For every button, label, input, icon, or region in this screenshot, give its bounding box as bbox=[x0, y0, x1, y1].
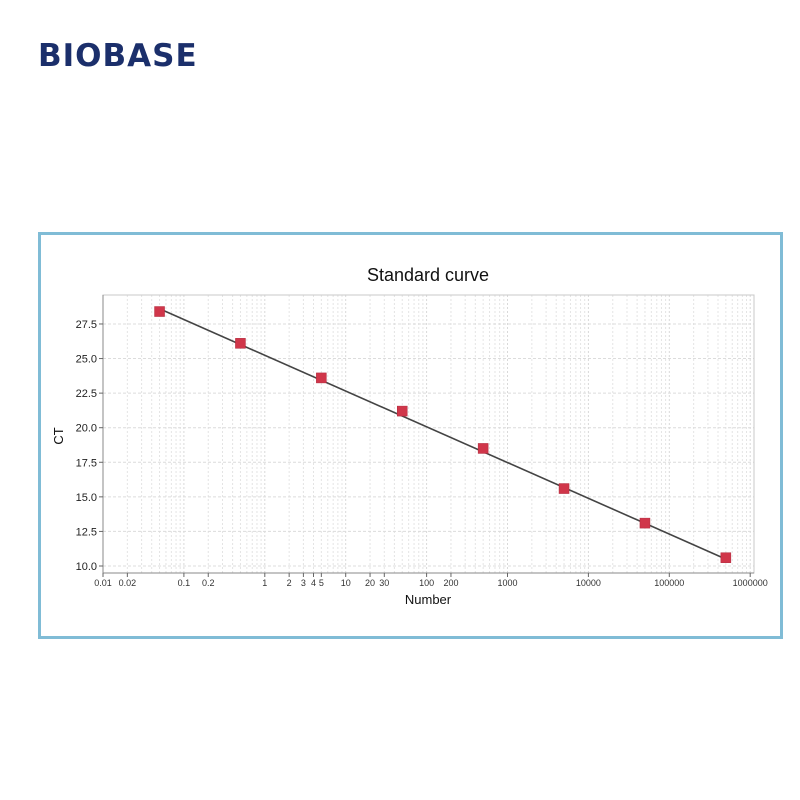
axes: 0.01 0.02 0.1 0.2 1 2 3 4 5 10 20 30 100 200 1000 10000… bbox=[76, 295, 768, 588]
x-tick-label: 0.01 bbox=[94, 578, 112, 588]
x-tick-label: 30 bbox=[379, 578, 389, 588]
x-tick-label: 1000000 bbox=[733, 578, 768, 588]
x-tick-label: 1000 bbox=[497, 578, 517, 588]
x-tick-label: 100 bbox=[419, 578, 434, 588]
y-tick-label: 22.5 bbox=[76, 388, 97, 400]
y-tick-label: 12.5 bbox=[76, 526, 97, 538]
x-tick-label: 2 bbox=[287, 578, 292, 588]
x-tick-label: 3 bbox=[301, 578, 306, 588]
data-point-marker bbox=[154, 306, 165, 317]
y-tick-label: 17.5 bbox=[76, 457, 97, 469]
x-tick-label: 0.1 bbox=[178, 578, 191, 588]
chart-frame bbox=[38, 232, 783, 639]
x-tick-label: 4 bbox=[311, 578, 316, 588]
grid-lines bbox=[102, 295, 754, 573]
biobase-logo: BIOBASE bbox=[38, 38, 198, 74]
x-tick-label: 5 bbox=[319, 578, 324, 588]
y-tick-label: 25.0 bbox=[76, 354, 97, 366]
x-tick-label: 0.02 bbox=[119, 578, 137, 588]
x-axis-title: Number bbox=[405, 592, 452, 607]
data-series bbox=[154, 306, 732, 563]
x-tick-label: 200 bbox=[443, 578, 458, 588]
fit-line bbox=[159, 308, 727, 560]
data-point-marker bbox=[477, 443, 489, 454]
x-tick-label: 1 bbox=[262, 578, 267, 588]
y-axis-title: CT bbox=[51, 427, 66, 444]
data-point-marker bbox=[235, 338, 246, 349]
x-tick-label: 20 bbox=[365, 578, 375, 588]
y-tick-label: 10.0 bbox=[76, 561, 97, 573]
y-tick-label: 15.0 bbox=[76, 492, 97, 504]
x-tick-label: 0.2 bbox=[202, 578, 215, 588]
x-tick-label: 100000 bbox=[654, 578, 684, 588]
y-tick-label: 20.0 bbox=[76, 423, 97, 435]
chart-title: Standard curve bbox=[367, 265, 489, 285]
y-tick-label: 27.5 bbox=[76, 319, 97, 331]
data-point-marker bbox=[316, 372, 327, 384]
data-point-marker bbox=[639, 517, 651, 529]
data-point-marker bbox=[558, 483, 570, 494]
x-tick-label: 10000 bbox=[576, 578, 601, 588]
x-tick-label: 10 bbox=[341, 578, 351, 588]
data-point-marker bbox=[720, 552, 732, 563]
data-point-marker bbox=[396, 405, 408, 417]
